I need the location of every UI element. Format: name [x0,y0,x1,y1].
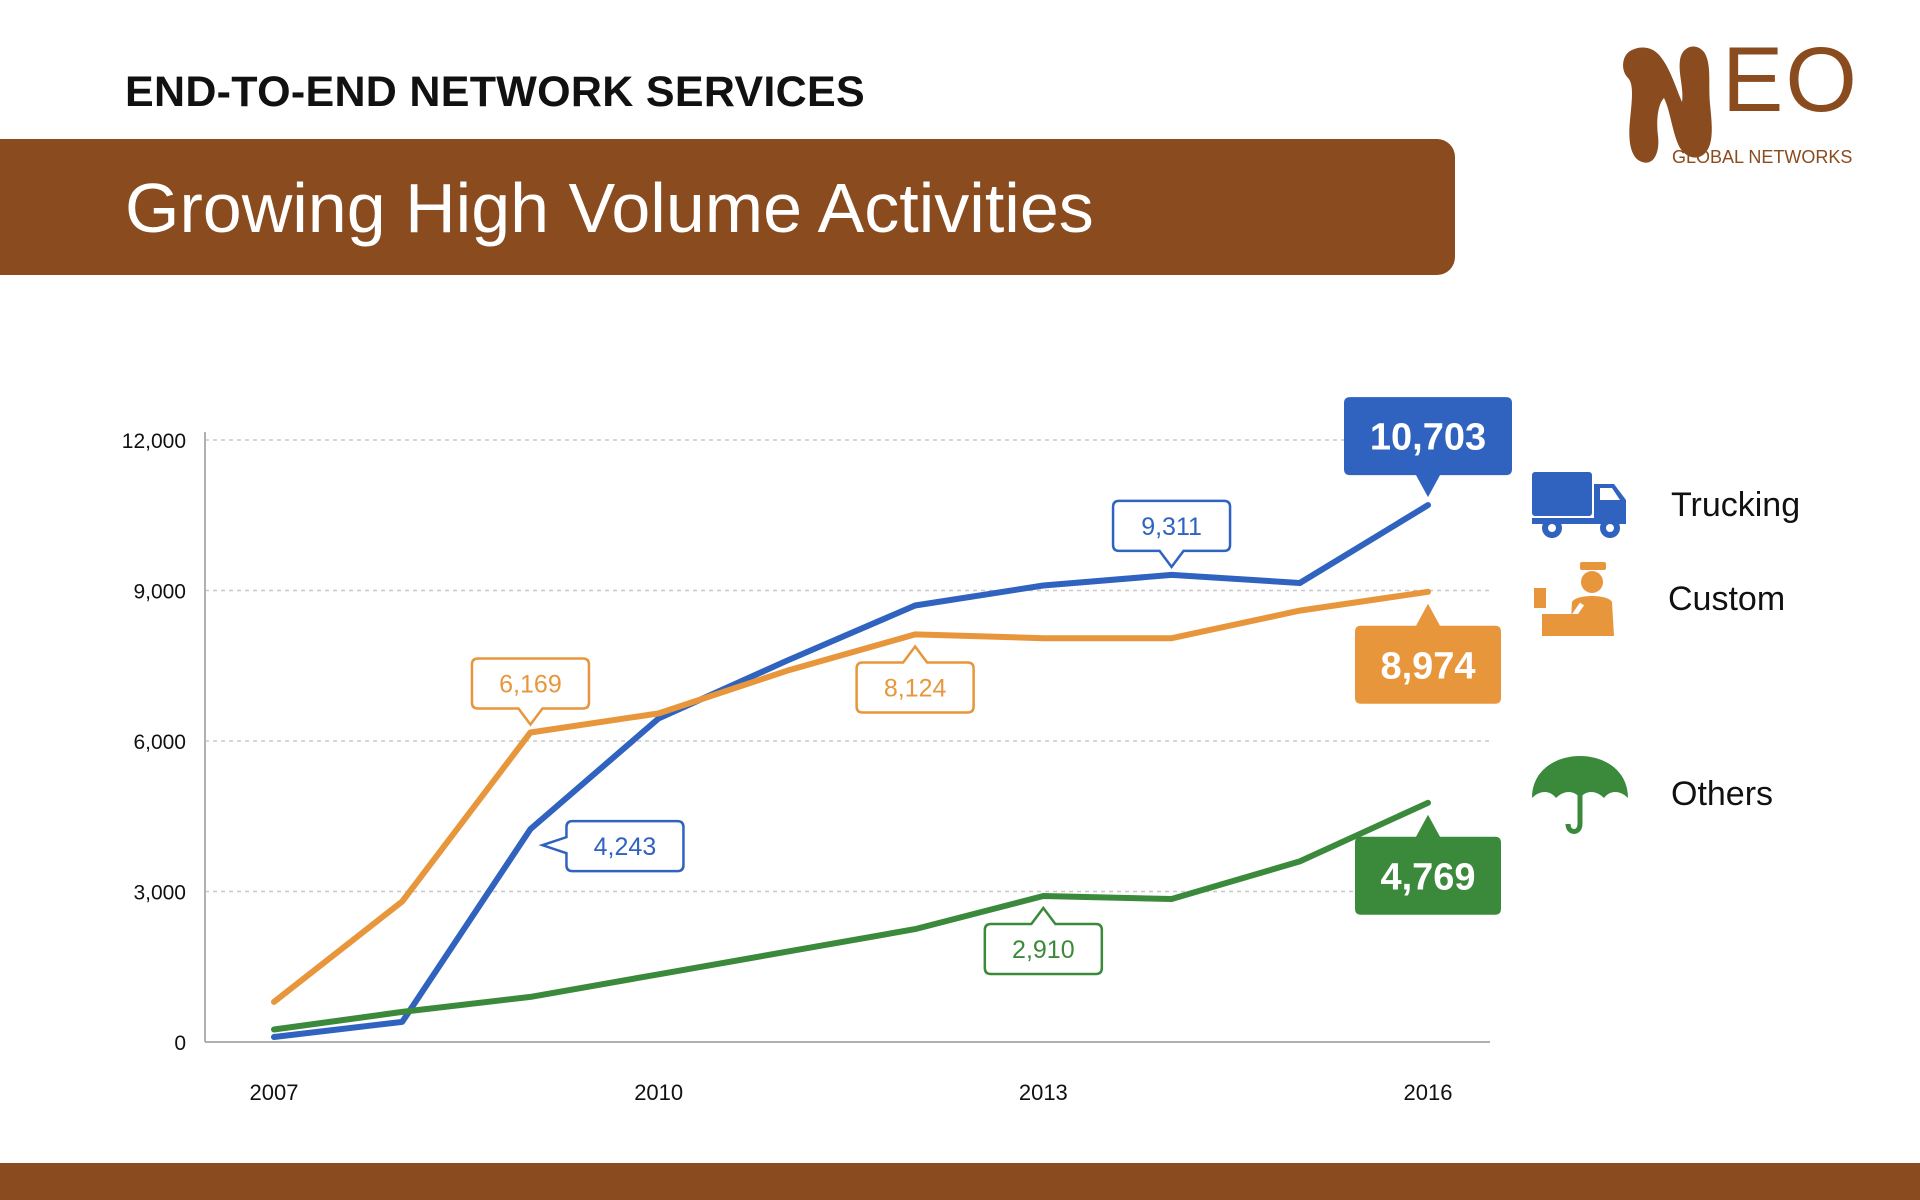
data-label: 6,169 [499,671,562,699]
data-label: 2,910 [1012,936,1075,964]
callout-box-trucking [1111,499,1232,569]
logo-subtitle: GLOBAL NETWORKS [1672,147,1853,167]
legend-label-others: Others [1671,775,1774,813]
callout-box-others [983,905,1104,976]
footer-bar [0,1163,1920,1200]
series-line-others [271,799,1431,1033]
x-tick-label: 2010 [634,1080,683,1105]
y-tick-label: 0 [174,1032,186,1055]
page-heading: END-TO-END NETWORK SERVICES [125,68,865,116]
data-label: 8,974 [1380,645,1475,687]
data-label: 10,703 [1370,417,1486,459]
y-tick-label: 3,000 [133,882,186,905]
umbrella-icon [1532,756,1628,834]
series-line-trucking [271,502,1431,1040]
callout-box-custom [470,657,591,727]
title-banner [0,139,1455,275]
x-tick-label: 2013 [1019,1080,1068,1105]
truck-icon [1532,472,1626,538]
data-label: 8,124 [884,674,947,702]
legend-label-custom: Custom [1668,580,1786,618]
data-label: 9,311 [1141,513,1202,541]
data-label: 4,243 [594,833,657,861]
customs-officer-icon [1534,562,1614,636]
y-tick-label: 12,000 [122,430,186,453]
callout-box-others [1355,814,1501,915]
callout-box-trucking [1344,397,1512,498]
page-title: Growing High Volume Activities [125,169,1094,247]
y-tick-label: 6,000 [133,731,186,754]
logo-wordmark: EO [1722,29,1859,131]
legend-label-trucking: Trucking [1671,486,1801,524]
y-tick-label: 9,000 [133,581,186,604]
callout-box-trucking [538,819,685,873]
callout-box-custom [1355,603,1501,704]
x-tick-label: 2016 [1404,1080,1453,1105]
x-tick-label: 2007 [250,1080,299,1105]
data-label: 4,769 [1380,856,1475,898]
callout-box-custom [855,644,975,714]
series-line-custom [271,588,1431,1005]
neo-logo [1623,46,1712,163]
